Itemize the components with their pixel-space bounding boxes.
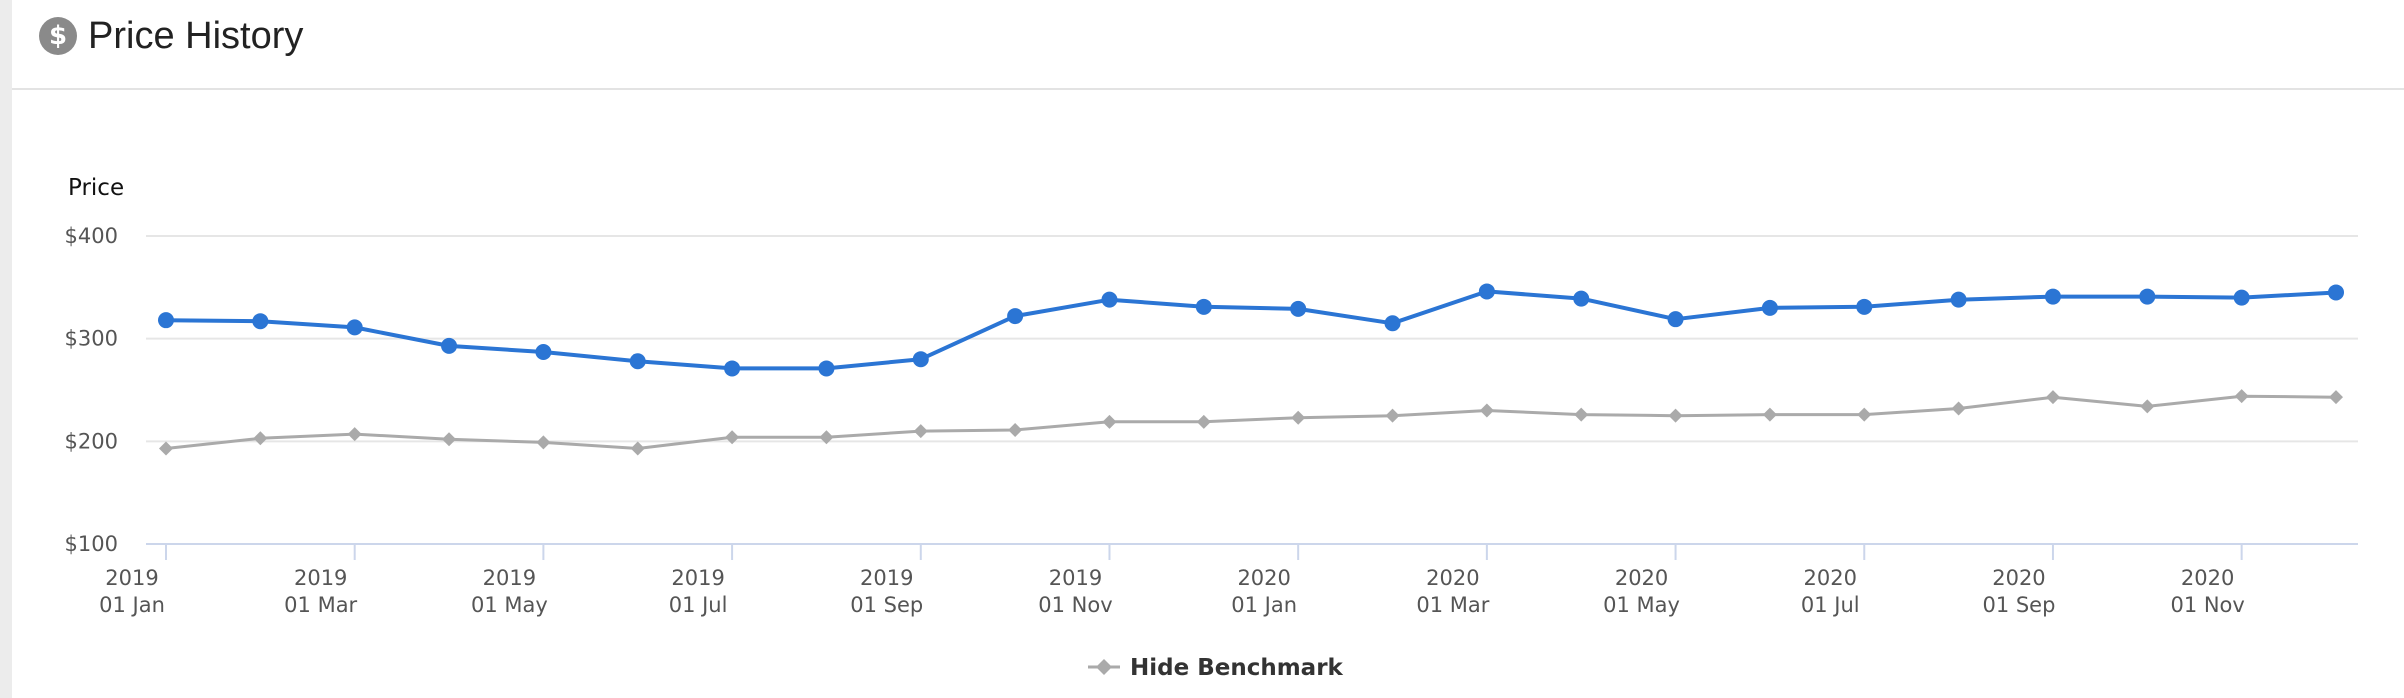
benchmark-point[interactable] [1857,407,1872,422]
price-point[interactable] [346,319,363,336]
x-tick-year: 2020 [1992,566,2045,590]
x-tick-year: 2019 [294,566,347,590]
x-tick-date: 01 Sep [850,593,923,617]
benchmark-point[interactable] [159,441,173,456]
y-axis-title: Price [68,175,124,201]
benchmark-point[interactable] [1574,407,1589,422]
price-point[interactable] [912,351,929,368]
price-point[interactable] [1667,311,1684,328]
benchmark-point[interactable] [2329,390,2343,405]
x-tick-year: 2019 [1049,566,1102,590]
y-tick-label: $100 [65,532,118,556]
benchmark-point[interactable] [1762,407,1777,422]
benchmark-point[interactable] [1479,403,1494,418]
benchmark-point[interactable] [819,430,834,445]
x-tick-year: 2020 [1426,566,1479,590]
grid-lines [146,235,2358,443]
benchmark-point[interactable] [347,427,362,442]
legend-label[interactable]: Hide Benchmark [1130,655,1344,681]
price-point[interactable] [1950,291,1967,308]
price-series [158,283,2344,377]
benchmark-point[interactable] [253,431,268,446]
x-axis: 2019 01 Jan 2019 01 Mar 2019 01 May 2019 01 Jul… [99,543,2358,617]
price-point[interactable] [2233,289,2250,306]
benchmark-point[interactable] [1668,408,1683,423]
y-tick-label: $300 [65,327,118,351]
benchmark-point[interactable] [2140,399,2155,414]
price-point[interactable] [1101,291,1118,308]
legend-item-benchmark[interactable]: Hide Benchmark [1088,655,1344,681]
price-point[interactable] [724,360,741,377]
y-tick-label: $400 [65,224,118,248]
price-point[interactable] [1573,290,1590,307]
price-line [165,289,2337,371]
price-point[interactable] [818,360,835,377]
x-tick-date: 01 Jan [99,593,165,617]
price-point[interactable] [2328,284,2344,301]
x-tick-date: 01 Nov [1038,593,1112,617]
benchmark-point[interactable] [725,430,740,445]
benchmark-series [159,389,2343,456]
price-point[interactable] [2044,288,2061,305]
price-point[interactable] [535,344,552,361]
x-tick-year: 2020 [2181,566,2234,590]
x-tick-year: 2019 [483,566,536,590]
benchmark-point[interactable] [1196,414,1211,429]
price-point[interactable] [1856,298,1873,315]
price-history-panel: $ Price History [12,0,2404,698]
benchmark-point[interactable] [1951,401,1966,416]
benchmark-point[interactable] [442,432,457,447]
price-point[interactable] [2139,288,2156,305]
price-point[interactable] [441,337,458,354]
y-tick-label: $200 [65,429,118,453]
x-tick-year: 2020 [1615,566,1668,590]
benchmark-point[interactable] [1102,414,1117,429]
benchmark-point[interactable] [1291,410,1306,425]
price-point[interactable] [1384,315,1401,332]
window-edge [0,0,12,698]
x-tick-year: 2020 [1804,566,1857,590]
price-point[interactable] [1007,308,1024,325]
benchmark-point[interactable] [1008,423,1023,438]
x-tick-date: 01 Mar [1416,593,1489,617]
price-point[interactable] [1290,300,1307,317]
x-tick-year: 2019 [671,566,724,590]
dollar-circle-icon: $ [39,17,77,55]
panel-header: $ Price History [12,0,2404,90]
benchmark-point[interactable] [2234,389,2249,404]
price-point[interactable] [1195,298,1212,315]
benchmark-point[interactable] [630,441,645,456]
x-tick-date: 01 Jul [1801,593,1860,617]
y-axis-ticks: $400 $300 $200 $100 [65,224,118,556]
x-tick-date: 01 Jan [1231,593,1297,617]
benchmark-point[interactable] [913,424,928,439]
x-tick-date: 01 Sep [1982,593,2055,617]
x-tick-year: 2020 [1237,566,1290,590]
benchmark-line [165,394,2337,450]
x-tick-date: 01 May [1603,593,1680,617]
x-tick-date: 01 Nov [2170,593,2244,617]
x-tick-year: 2019 [860,566,913,590]
benchmark-point[interactable] [2045,390,2060,405]
price-point[interactable] [252,313,269,330]
page-title: Price History [88,15,304,57]
x-tick-date: 01 Mar [284,593,357,617]
price-point[interactable] [1478,283,1495,300]
series-layer [158,283,2344,456]
x-tick-year: 2019 [105,566,158,590]
price-point[interactable] [158,312,174,329]
legend-diamond-icon [1096,659,1112,675]
benchmark-point[interactable] [536,435,551,450]
x-tick-date: 01 May [471,593,548,617]
benchmark-point[interactable] [1385,408,1400,423]
price-point[interactable] [629,353,646,370]
price-point[interactable] [1761,299,1778,316]
x-tick-date: 01 Jul [669,593,728,617]
